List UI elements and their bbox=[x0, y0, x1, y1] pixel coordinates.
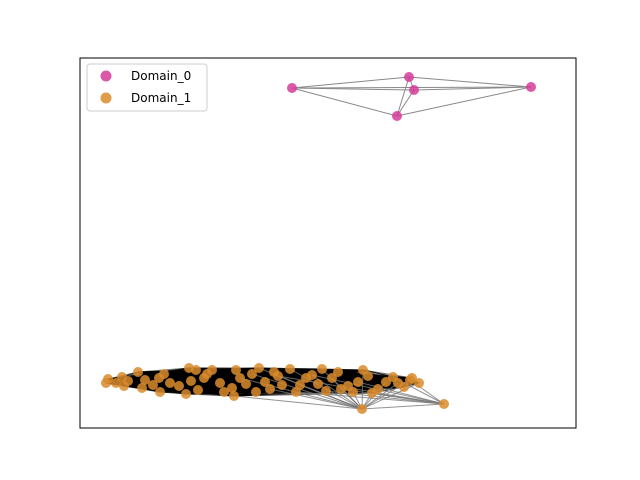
domain-1-node bbox=[123, 376, 133, 386]
domain-1-node bbox=[229, 391, 239, 401]
domain-1-node bbox=[251, 387, 261, 397]
domain-1-node bbox=[103, 374, 113, 384]
domain-1-node bbox=[148, 380, 158, 390]
domain-0-node bbox=[287, 83, 297, 93]
domain-1-node bbox=[321, 386, 331, 396]
graph-nodes bbox=[101, 72, 536, 414]
domain-1-node bbox=[193, 385, 203, 395]
domain-0-node bbox=[404, 72, 414, 82]
legend-marker-domain-0 bbox=[100, 70, 112, 82]
domain-1-node bbox=[399, 382, 409, 392]
domain-1-node bbox=[137, 383, 147, 393]
domain-1-node bbox=[260, 377, 270, 387]
domain-1-node bbox=[186, 376, 196, 386]
domain-1-node bbox=[265, 384, 275, 394]
domain-1-node bbox=[231, 365, 241, 375]
domain-1-node bbox=[317, 364, 327, 374]
domain-1-node bbox=[373, 384, 383, 394]
domain-1-node bbox=[273, 371, 283, 381]
domain-1-node bbox=[295, 380, 305, 390]
domain-1-node bbox=[285, 364, 295, 374]
domain-1-node bbox=[227, 383, 237, 393]
legend: Domain_0 Domain_1 bbox=[86, 63, 208, 112]
domain-1-node bbox=[181, 389, 191, 399]
domain-1-edge bbox=[299, 384, 363, 410]
plot-frame bbox=[79, 57, 577, 429]
domain-1-edge bbox=[357, 381, 445, 405]
domain-1-edge bbox=[362, 369, 413, 379]
domain-1-edge bbox=[321, 368, 364, 371]
domain-1-node bbox=[219, 387, 229, 397]
domain-1-node bbox=[191, 365, 201, 375]
domain-1-node bbox=[381, 377, 391, 387]
domain-1-node bbox=[333, 367, 343, 377]
domain-0-edge bbox=[413, 86, 532, 91]
domain-1-node bbox=[414, 378, 424, 388]
domain-1-node bbox=[277, 380, 287, 390]
domain-0-edge bbox=[408, 76, 532, 88]
domain-1-node bbox=[439, 399, 449, 409]
domain-1-edge bbox=[295, 391, 445, 405]
domain-1-edge bbox=[233, 395, 363, 410]
legend-label-domain-1: Domain_1 bbox=[131, 91, 191, 105]
domain-0-edge bbox=[291, 76, 410, 89]
domain-1-node bbox=[140, 375, 150, 385]
legend-marker-domain-1 bbox=[100, 92, 112, 104]
domain-1-node bbox=[407, 373, 417, 383]
domain-1-edge bbox=[361, 382, 420, 410]
domain-1-node bbox=[165, 378, 175, 388]
domain-1-edge bbox=[269, 388, 363, 410]
legend-box bbox=[86, 63, 208, 112]
legend-label-domain-0: Domain_0 bbox=[131, 69, 191, 83]
domain-1-node bbox=[247, 369, 257, 379]
domain-1-node bbox=[313, 379, 323, 389]
domain-0-edge bbox=[291, 87, 398, 117]
domain-1-edge bbox=[361, 382, 399, 410]
domain-1-node bbox=[363, 371, 373, 381]
domain-1-edge bbox=[361, 369, 364, 410]
domain-1-node bbox=[133, 367, 143, 377]
domain-1-node bbox=[215, 378, 225, 388]
domain-1-node bbox=[353, 377, 363, 387]
domain-1-node bbox=[307, 370, 317, 380]
domain-1-node bbox=[174, 381, 184, 391]
domain-1-edge bbox=[361, 403, 445, 410]
domain-1-node bbox=[241, 379, 251, 389]
domain-0-node bbox=[409, 85, 419, 95]
domain-0-edge bbox=[396, 76, 410, 117]
domain-1-node bbox=[348, 387, 358, 397]
domain-1-node bbox=[207, 365, 217, 375]
domain-1-node bbox=[155, 387, 165, 397]
domain-1-node bbox=[357, 404, 367, 414]
domain-1-node bbox=[159, 369, 169, 379]
domain-0-edge bbox=[396, 89, 415, 117]
domain-1-edge bbox=[371, 392, 445, 405]
domain-0-node bbox=[392, 111, 402, 121]
domain-0-edge bbox=[396, 86, 532, 117]
domain-1-node bbox=[254, 363, 264, 373]
domain-1-edge bbox=[251, 373, 363, 410]
domain-0-node bbox=[526, 82, 536, 92]
